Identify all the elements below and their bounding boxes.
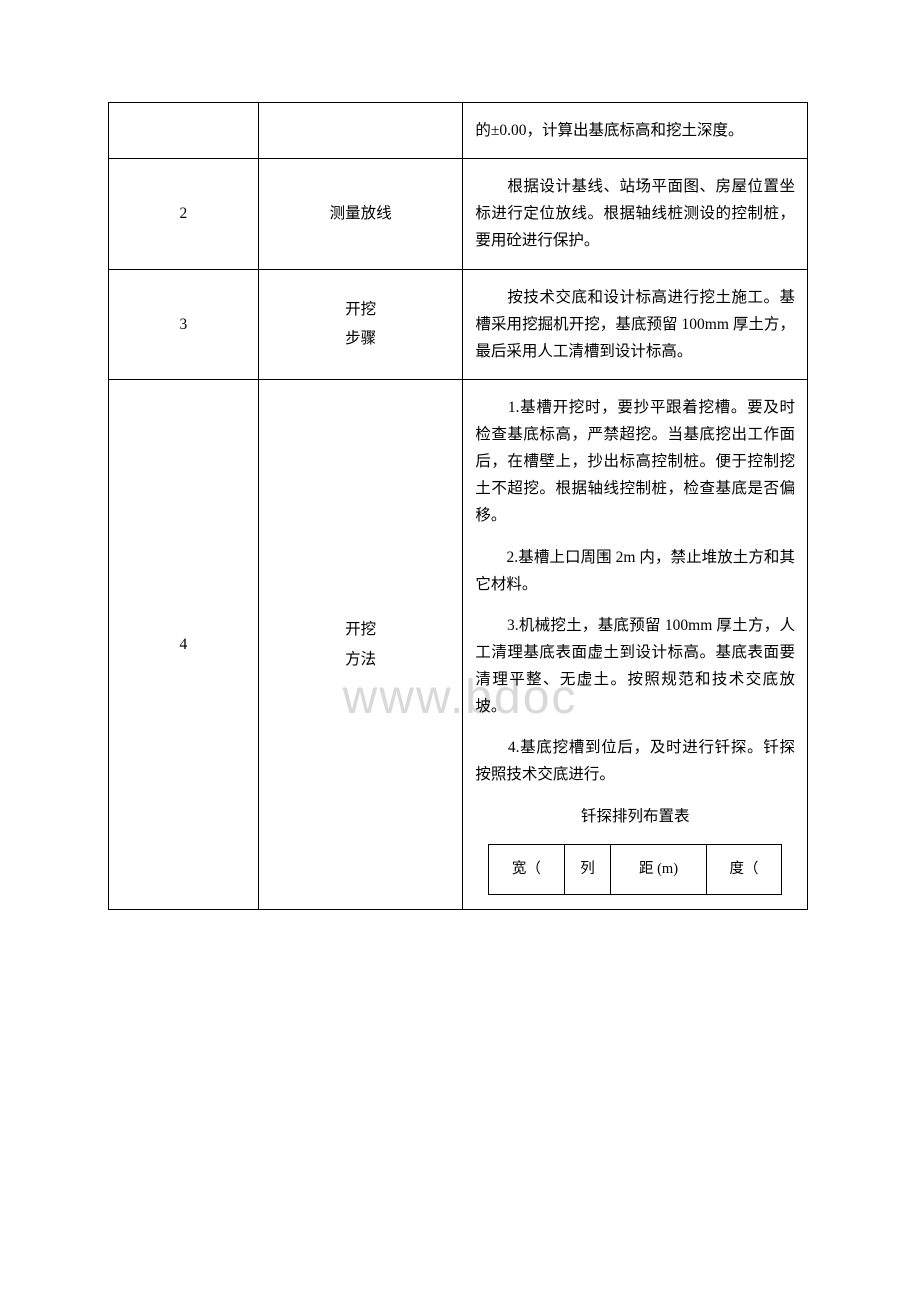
nested-header: 列 (564, 844, 611, 895)
desc-paragraph: 2.基槽上口周围 2m 内，禁止堆放土方和其它材料。 (475, 544, 795, 598)
desc-paragraph: 1.基槽开挖时，要抄平跟着挖槽。要及时检查基底标高，严禁超挖。当基底挖出工作面后… (475, 394, 795, 530)
desc-text: 按技术交底和设计标高进行挖土施工。基槽采用挖掘机开挖，基底预留 100mm 厚土… (475, 284, 795, 365)
probe-layout-table: 宽（ 列 距 (m) 度（ (488, 844, 782, 896)
desc-paragraph: 3.机械挖土，基底预留 100mm 厚土方，人工清理基底表面虚土到设计标高。基底… (475, 612, 795, 721)
label-line: 开挖 (345, 301, 376, 318)
row-label (258, 103, 463, 159)
label-line: 开挖 (345, 621, 376, 638)
construction-steps-table: 的±0.00，计算出基底标高和挖土深度。 2 测量放线 根据设计基线、站场平面图… (108, 102, 808, 910)
nested-header: 距 (m) (611, 844, 706, 895)
row-description: 根据设计基线、站场平面图、房屋位置坐标进行定位放线。根据轴线桩测设的控制桩，要用… (463, 159, 808, 269)
table-row: 3 开挖 步骤 按技术交底和设计标高进行挖土施工。基槽采用挖掘机开挖，基底预留 … (109, 269, 808, 379)
table-row: 的±0.00，计算出基底标高和挖土深度。 (109, 103, 808, 159)
row-number: 2 (109, 159, 259, 269)
row-label: 测量放线 (258, 159, 463, 269)
nested-header: 宽（ (489, 844, 564, 895)
row-number (109, 103, 259, 159)
row-description: 1.基槽开挖时，要抄平跟着挖槽。要及时检查基底标高，严禁超挖。当基底挖出工作面后… (463, 379, 808, 910)
nested-table-title: 钎探排列布置表 (475, 803, 795, 830)
row-number: 4 (109, 379, 259, 910)
row-label: 开挖 方法 (258, 379, 463, 910)
table-row: 2 测量放线 根据设计基线、站场平面图、房屋位置坐标进行定位放线。根据轴线桩测设… (109, 159, 808, 269)
label-line: 步骤 (345, 330, 376, 347)
nested-header: 度（ (706, 844, 781, 895)
nested-header-row: 宽（ 列 距 (m) 度（ (489, 844, 782, 895)
desc-paragraph: 4.基底挖槽到位后，及时进行钎探。钎探按照技术交底进行。 (475, 734, 795, 788)
row-number: 3 (109, 269, 259, 379)
label-line: 方法 (345, 651, 376, 668)
table-row: 4 开挖 方法 1.基槽开挖时，要抄平跟着挖槽。要及时检查基底标高，严禁超挖。当… (109, 379, 808, 910)
row-label: 开挖 步骤 (258, 269, 463, 379)
desc-text: 根据设计基线、站场平面图、房屋位置坐标进行定位放线。根据轴线桩测设的控制桩，要用… (475, 173, 795, 254)
row-description: 的±0.00，计算出基底标高和挖土深度。 (463, 103, 808, 159)
row-description: 按技术交底和设计标高进行挖土施工。基槽采用挖掘机开挖，基底预留 100mm 厚土… (463, 269, 808, 379)
desc-text: 的±0.00，计算出基底标高和挖土深度。 (475, 117, 795, 144)
